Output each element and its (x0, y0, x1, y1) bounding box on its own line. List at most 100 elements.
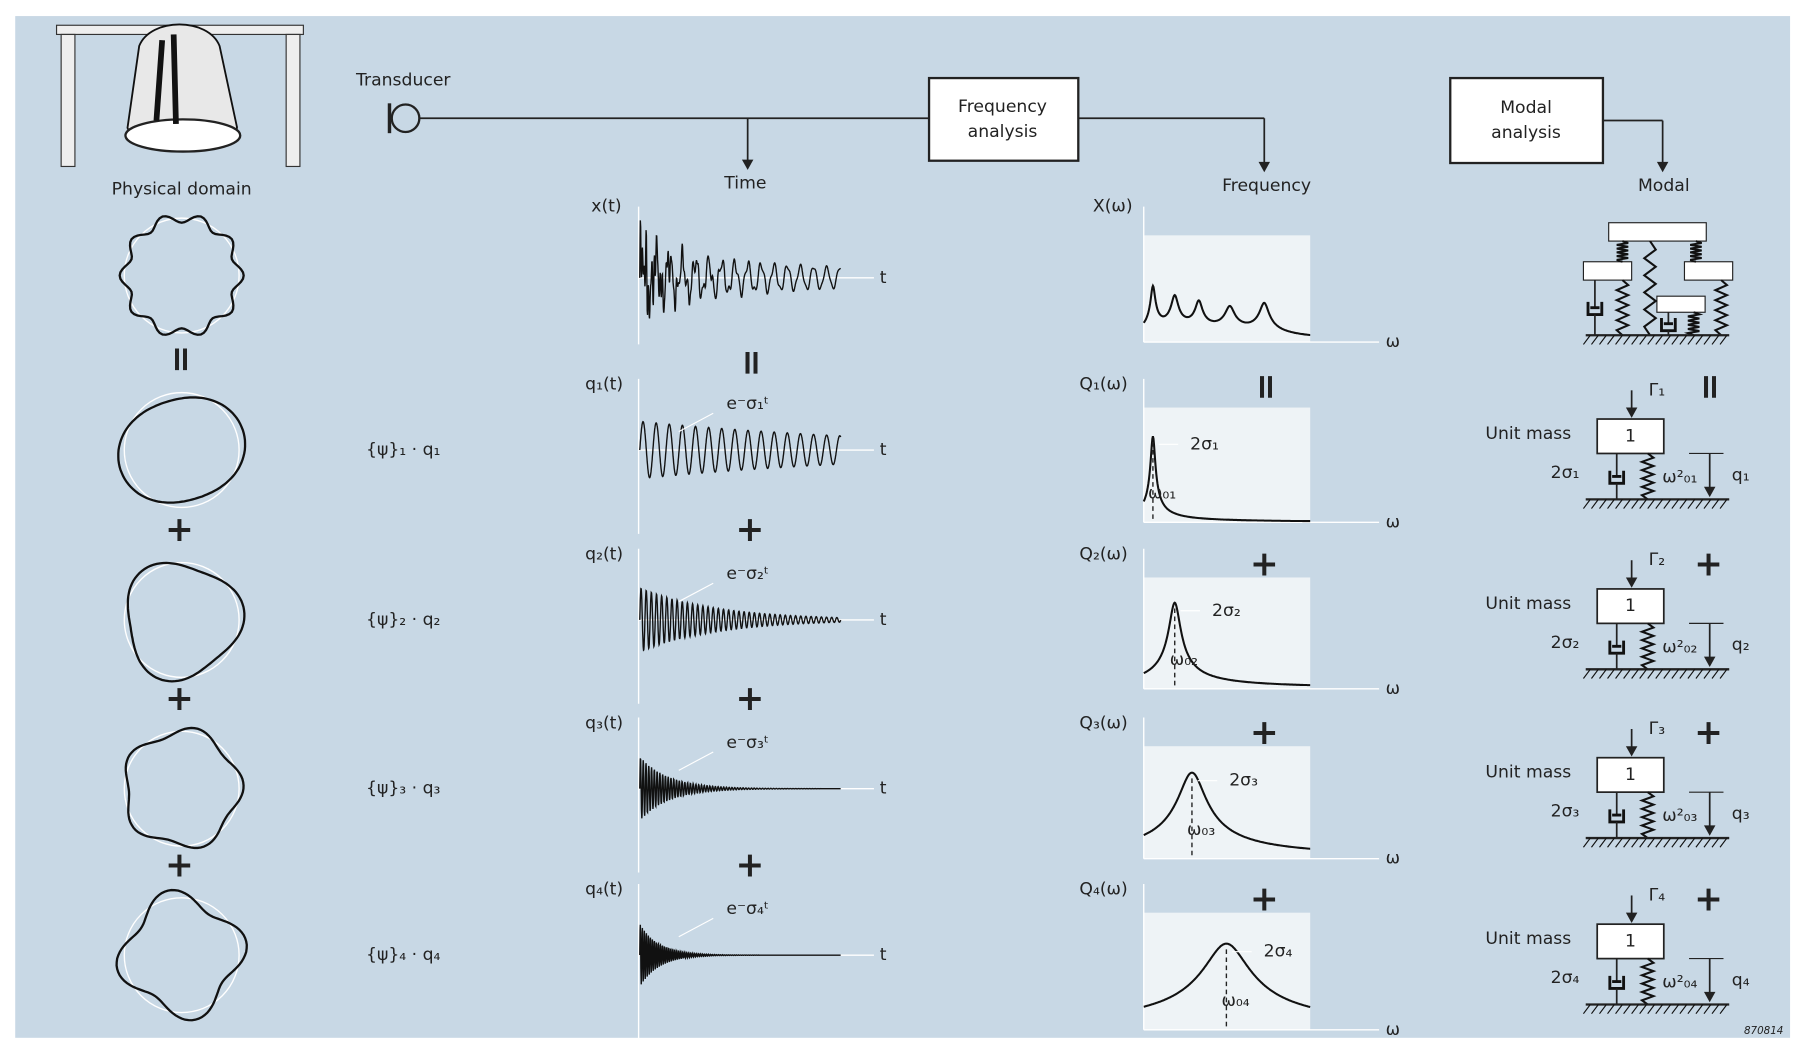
operator: = (1246, 372, 1286, 401)
mode-label: {ψ}₄ · q₄ (366, 945, 441, 965)
damping-label: 2σ₄ (1551, 968, 1580, 988)
mode-label: {ψ}₂ · q₂ (366, 610, 440, 630)
damping-label: 2σ₂ (1551, 633, 1580, 653)
mass-label: 1 (1625, 426, 1636, 446)
unit-mass-label: Unit mass (1485, 763, 1571, 783)
mode-label: {ψ}₁ · q₁ (366, 440, 440, 460)
operator: = (161, 345, 201, 374)
mass-label: 1 (1625, 596, 1636, 616)
stiffness-label: ω²₀₁ (1662, 468, 1697, 488)
axis-label: ω (1386, 512, 1400, 532)
damping-label: 2σ₃ (1551, 802, 1580, 822)
mass-label: 1 (1625, 931, 1636, 951)
axis-label: q₄(t) (585, 880, 623, 900)
axis-label: q₂(t) (585, 544, 623, 564)
damping-label: 2σ₁ (1551, 463, 1580, 483)
axis-label: t (880, 610, 887, 630)
unit-mass-label: Unit mass (1485, 929, 1571, 949)
mass (1657, 296, 1705, 312)
spring (1688, 312, 1699, 335)
axis-label: t (880, 779, 887, 799)
freq-area (1144, 235, 1310, 342)
freq-area (1144, 408, 1310, 523)
modal-analysis-box (1450, 78, 1603, 163)
mass (1609, 223, 1707, 241)
peak-label: ω₀₃ (1187, 820, 1215, 840)
axis-label: ω (1386, 679, 1400, 699)
operator: + (165, 845, 194, 885)
freq-area (1144, 746, 1310, 859)
axis-label: t (880, 440, 887, 460)
mass (1583, 262, 1631, 280)
decay-label: e⁻σ₃ᵗ (726, 733, 769, 753)
panel (15, 16, 1790, 1038)
mass (1684, 262, 1732, 280)
operator: = (731, 348, 771, 377)
bandwidth-label: 2σ₃ (1229, 771, 1258, 791)
peak-label: ω₀₁ (1148, 484, 1176, 504)
operator: + (1694, 713, 1723, 753)
label: analysis (1491, 123, 1561, 143)
spring (1617, 241, 1628, 262)
label: Frequency (958, 97, 1047, 117)
diagram: Transducer Frequency analysis Modal analysis… (0, 0, 1803, 1047)
decay-label: e⁻σ₂ᵗ (726, 564, 769, 584)
decay-label: e⁻σ₁ᵗ (726, 394, 769, 414)
operator: + (736, 845, 765, 885)
label: Transducer (355, 70, 451, 90)
column-title: Physical domain (112, 179, 252, 199)
label: analysis (968, 122, 1038, 142)
bandwidth-label: 2σ₂ (1212, 601, 1241, 621)
displacement-label: q₄ (1732, 970, 1750, 990)
bandwidth-label: 2σ₁ (1190, 434, 1219, 454)
unit-mass-label: Unit mass (1485, 424, 1571, 444)
frequency-analysis-box (929, 78, 1078, 161)
stiffness-label: ω²₀₂ (1662, 637, 1697, 657)
axis-label: t (880, 945, 887, 965)
axis-label: Q₃(ω) (1079, 713, 1127, 733)
axis-label: Q₂(ω) (1079, 544, 1127, 564)
bell-mouth (125, 119, 240, 151)
axis-label: q₃(t) (585, 713, 623, 733)
axis-label: Q₄(ω) (1079, 880, 1127, 900)
operator: + (1694, 880, 1723, 920)
column-title: Frequency (1222, 176, 1311, 196)
label: Modal (1500, 98, 1552, 118)
axis-label: ω (1386, 849, 1400, 869)
decay-label: e⁻σ₄ᵗ (726, 899, 769, 919)
operator: + (165, 679, 194, 719)
bell-post (286, 34, 300, 166)
operator: = (1690, 372, 1730, 401)
displacement-label: q₁ (1732, 465, 1750, 485)
peak-label: ω₀₂ (1170, 650, 1198, 670)
axis-label: t (880, 268, 887, 288)
bandwidth-label: 2σ₄ (1264, 942, 1293, 962)
force-label: Γ₃ (1649, 719, 1666, 739)
bell-post (61, 34, 75, 166)
mode-label: {ψ}₃ · q₃ (366, 779, 441, 799)
stiffness-label: ω²₀₄ (1662, 973, 1697, 993)
axis-label: ω (1386, 1020, 1400, 1040)
force-label: Γ₂ (1649, 550, 1666, 570)
operator: + (1694, 544, 1723, 584)
figure-id: 870814 (1744, 1025, 1783, 1037)
mass-label: 1 (1625, 765, 1636, 785)
operator: + (736, 679, 765, 719)
column-title: Time (723, 174, 766, 194)
stiffness-label: ω²₀₃ (1662, 806, 1697, 826)
displacement-label: q₃ (1732, 804, 1750, 824)
operator: + (736, 510, 765, 550)
axis-label: X(ω) (1093, 197, 1133, 217)
freq-area (1144, 913, 1310, 1030)
operator: + (165, 510, 194, 550)
axis-label: Q₁(ω) (1079, 375, 1127, 395)
axis-label: ω (1386, 332, 1400, 352)
axis-label: q₁(t) (585, 375, 623, 395)
force-label: Γ₁ (1649, 380, 1666, 400)
displacement-label: q₂ (1732, 635, 1750, 655)
unit-mass-label: Unit mass (1485, 594, 1571, 614)
axis-label: x(t) (591, 197, 621, 217)
spring (1690, 241, 1701, 262)
force-label: Γ₄ (1649, 885, 1666, 905)
peak-label: ω₀₄ (1221, 991, 1249, 1011)
